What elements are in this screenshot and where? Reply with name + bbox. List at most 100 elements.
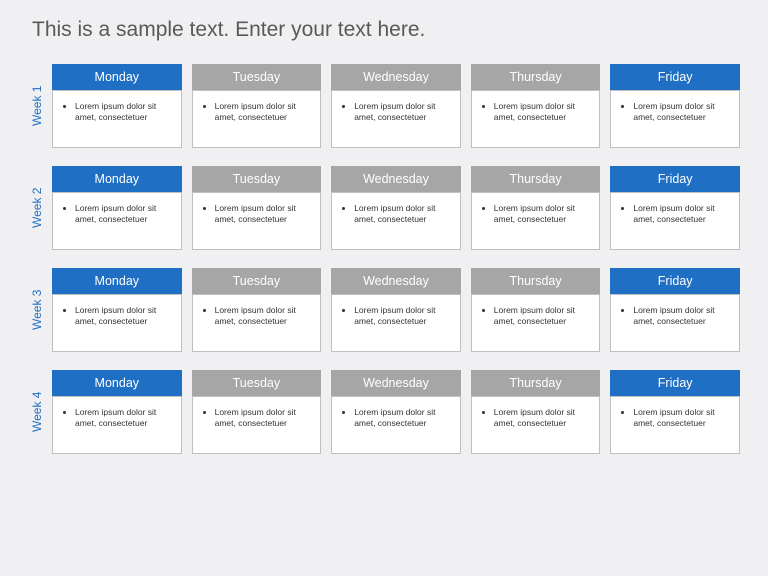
day-content-item: Lorem ipsum dolor sit amet, consectetuer [75, 407, 173, 430]
day-cell: Monday Lorem ipsum dolor sit amet, consec… [52, 64, 182, 148]
day-body: Lorem ipsum dolor sit amet, consectetuer [52, 90, 182, 148]
day-body: Lorem ipsum dolor sit amet, consectetuer [471, 192, 601, 250]
day-header: Friday [610, 166, 740, 192]
day-cell: Tuesday Lorem ipsum dolor sit amet, conse… [192, 64, 322, 148]
day-header: Monday [52, 268, 182, 294]
day-body: Lorem ipsum dolor sit amet, consectetuer [471, 90, 601, 148]
day-body: Lorem ipsum dolor sit amet, consectetuer [192, 90, 322, 148]
week-label: Week 4 [28, 370, 46, 454]
day-content-item: Lorem ipsum dolor sit amet, consectetuer [215, 203, 313, 226]
day-content-item: Lorem ipsum dolor sit amet, consectetuer [354, 305, 452, 328]
week-row: Week 3 Monday Lorem ipsum dolor sit amet, … [28, 268, 740, 352]
day-content-item: Lorem ipsum dolor sit amet, consectetuer [215, 407, 313, 430]
day-content-list: Lorem ipsum dolor sit amet, consectetuer [61, 101, 173, 124]
day-body: Lorem ipsum dolor sit amet, consectetuer [610, 396, 740, 454]
day-content-item: Lorem ipsum dolor sit amet, consectetuer [633, 101, 731, 124]
day-content-item: Lorem ipsum dolor sit amet, consectetuer [215, 305, 313, 328]
day-body: Lorem ipsum dolor sit amet, consectetuer [192, 294, 322, 352]
day-header: Tuesday [192, 370, 322, 396]
day-header: Wednesday [331, 166, 461, 192]
week-row: Week 4 Monday Lorem ipsum dolor sit amet, … [28, 370, 740, 454]
day-content-item: Lorem ipsum dolor sit amet, consectetuer [75, 101, 173, 124]
day-content-list: Lorem ipsum dolor sit amet, consectetuer [619, 101, 731, 124]
day-content-list: Lorem ipsum dolor sit amet, consectetuer [61, 407, 173, 430]
day-cell: FridayLorem ipsum dolor sit amet, consec… [610, 64, 740, 148]
day-cell: ThursdayLorem ipsum dolor sit amet, cons… [471, 370, 601, 454]
day-cell: Friday Lorem ipsum dolor sit amet, consec… [610, 166, 740, 250]
day-content-item: Lorem ipsum dolor sit amet, consectetuer [494, 305, 592, 328]
day-cell: Thursday Lorem ipsum dolor sit amet, cons… [471, 64, 601, 148]
day-body: Lorem ipsum dolor sit amet, consectetuer [471, 294, 601, 352]
week-label: Week 3 [28, 268, 46, 352]
day-header: Wednesday [331, 268, 461, 294]
day-content-item: Lorem ipsum dolor sit amet, consectetuer [494, 203, 592, 226]
day-header: Tuesday [192, 268, 322, 294]
week-label: Week 2 [28, 166, 46, 250]
day-header: Monday [52, 166, 182, 192]
day-content-list: Lorem ipsum dolor sit amet, consectetuer [340, 101, 452, 124]
day-cell: Wednesday Lorem ipsum dolor sit amet, con… [331, 370, 461, 454]
days-container: Monday Lorem ipsum dolor sit amet, consec… [52, 166, 740, 250]
day-header: Monday [52, 64, 182, 90]
day-content-item: Lorem ipsum dolor sit amet, consectetuer [494, 101, 592, 124]
day-header: Thursday [471, 370, 601, 396]
day-content-item: Lorem ipsum dolor sit amet, consectetuer [354, 407, 452, 430]
day-content-item: Lorem ipsum dolor sit amet, consectetuer [75, 203, 173, 226]
day-content-list: Lorem ipsum dolor sit amet, consectetuer [340, 305, 452, 328]
day-content-list: Lorem ipsum dolor sit amet, consectetuer [340, 203, 452, 226]
day-cell: Wednesday Lorem ipsum dolor sit amet, con… [331, 166, 461, 250]
day-body: Lorem ipsum dolor sit amet, consectetuer [610, 192, 740, 250]
day-content-item: Lorem ipsum dolor sit amet, consectetuer [633, 407, 731, 430]
day-content-list: Lorem ipsum dolor sit amet, consectetuer [201, 305, 313, 328]
day-cell: ThursdayLorem ipsum dolor sit amet, cons… [471, 166, 601, 250]
day-content-list: Lorem ipsum dolor sit amet, consectetuer [61, 203, 173, 226]
day-content-item: Lorem ipsum dolor sit amet, consectetuer [633, 305, 731, 328]
day-content-list: Lorem ipsum dolor sit amet, consectetuer [340, 407, 452, 430]
day-body: Lorem ipsum dolor sit amet, consectetuer [610, 90, 740, 148]
day-body: Lorem ipsum dolor sit amet, consectetuer [610, 294, 740, 352]
day-content-list: Lorem ipsum dolor sit amet, consectetuer [201, 101, 313, 124]
day-cell: FridayLorem ipsum dolor sit amet, consec… [610, 370, 740, 454]
days-container: Monday Lorem ipsum dolor sit amet, consec… [52, 370, 740, 454]
day-content-item: Lorem ipsum dolor sit amet, consectetuer [75, 305, 173, 328]
day-content-list: Lorem ipsum dolor sit amet, consectetuer [480, 101, 592, 124]
day-body: Lorem ipsum dolor sit amet, consectetuer [52, 396, 182, 454]
day-header: Tuesday [192, 166, 322, 192]
day-body: Lorem ipsum dolor sit amet, consectetuer [331, 192, 461, 250]
day-cell: Monday Lorem ipsum dolor sit amet, consec… [52, 166, 182, 250]
day-content-list: Lorem ipsum dolor sit amet, consectetuer [619, 407, 731, 430]
day-content-list: Lorem ipsum dolor sit amet, consectetuer [480, 203, 592, 226]
week-row: Week 1MondayLorem ipsum dolor sit amet, … [28, 64, 740, 148]
day-header: Monday [52, 370, 182, 396]
day-body: Lorem ipsum dolor sit amet, consectetuer [192, 192, 322, 250]
day-header: Wednesday [331, 64, 461, 90]
page-title: This is a sample text. Enter your text h… [32, 18, 740, 42]
day-content-item: Lorem ipsum dolor sit amet, consectetuer [354, 101, 452, 124]
day-body: Lorem ipsum dolor sit amet, consectetuer [192, 396, 322, 454]
week-row: Week 2 Monday Lorem ipsum dolor sit amet, … [28, 166, 740, 250]
day-cell: Tuesday Lorem ipsum dolor sit amet, conse… [192, 268, 322, 352]
day-content-item: Lorem ipsum dolor sit amet, consectetuer [633, 203, 731, 226]
day-cell: Thursday Lorem ipsum dolor sit amet, cons… [471, 268, 601, 352]
day-body: Lorem ipsum dolor sit amet, consectetuer [331, 396, 461, 454]
day-body: Lorem ipsum dolor sit amet, consectetuer [471, 396, 601, 454]
day-content-list: Lorem ipsum dolor sit amet, consectetuer [619, 203, 731, 226]
day-cell: Monday Lorem ipsum dolor sit amet, consec… [52, 370, 182, 454]
day-body: Lorem ipsum dolor sit amet, consectetuer [331, 90, 461, 148]
day-header: Thursday [471, 268, 601, 294]
day-cell: Tuesday Lorem ipsum dolor sit amet, conse… [192, 370, 322, 454]
day-cell: Monday Lorem ipsum dolor sit amet, consec… [52, 268, 182, 352]
day-header: Wednesday [331, 370, 461, 396]
day-cell: Wednesday Lorem ipsum dolor sit amet, con… [331, 64, 461, 148]
day-content-list: Lorem ipsum dolor sit amet, consectetuer [201, 407, 313, 430]
day-content-item: Lorem ipsum dolor sit amet, consectetuer [354, 203, 452, 226]
day-header: Thursday [471, 64, 601, 90]
day-body: Lorem ipsum dolor sit amet, consectetuer [52, 294, 182, 352]
day-cell: FridayLorem ipsum dolor sit amet, consec… [610, 268, 740, 352]
days-container: Monday Lorem ipsum dolor sit amet, consec… [52, 64, 740, 148]
day-body: Lorem ipsum dolor sit amet, consectetuer [52, 192, 182, 250]
day-header: Tuesday [192, 64, 322, 90]
day-content-list: Lorem ipsum dolor sit amet, consectetuer [480, 305, 592, 328]
day-cell: Wednesday Lorem ipsum dolor sit amet, con… [331, 268, 461, 352]
day-content-list: Lorem ipsum dolor sit amet, consectetuer [201, 203, 313, 226]
